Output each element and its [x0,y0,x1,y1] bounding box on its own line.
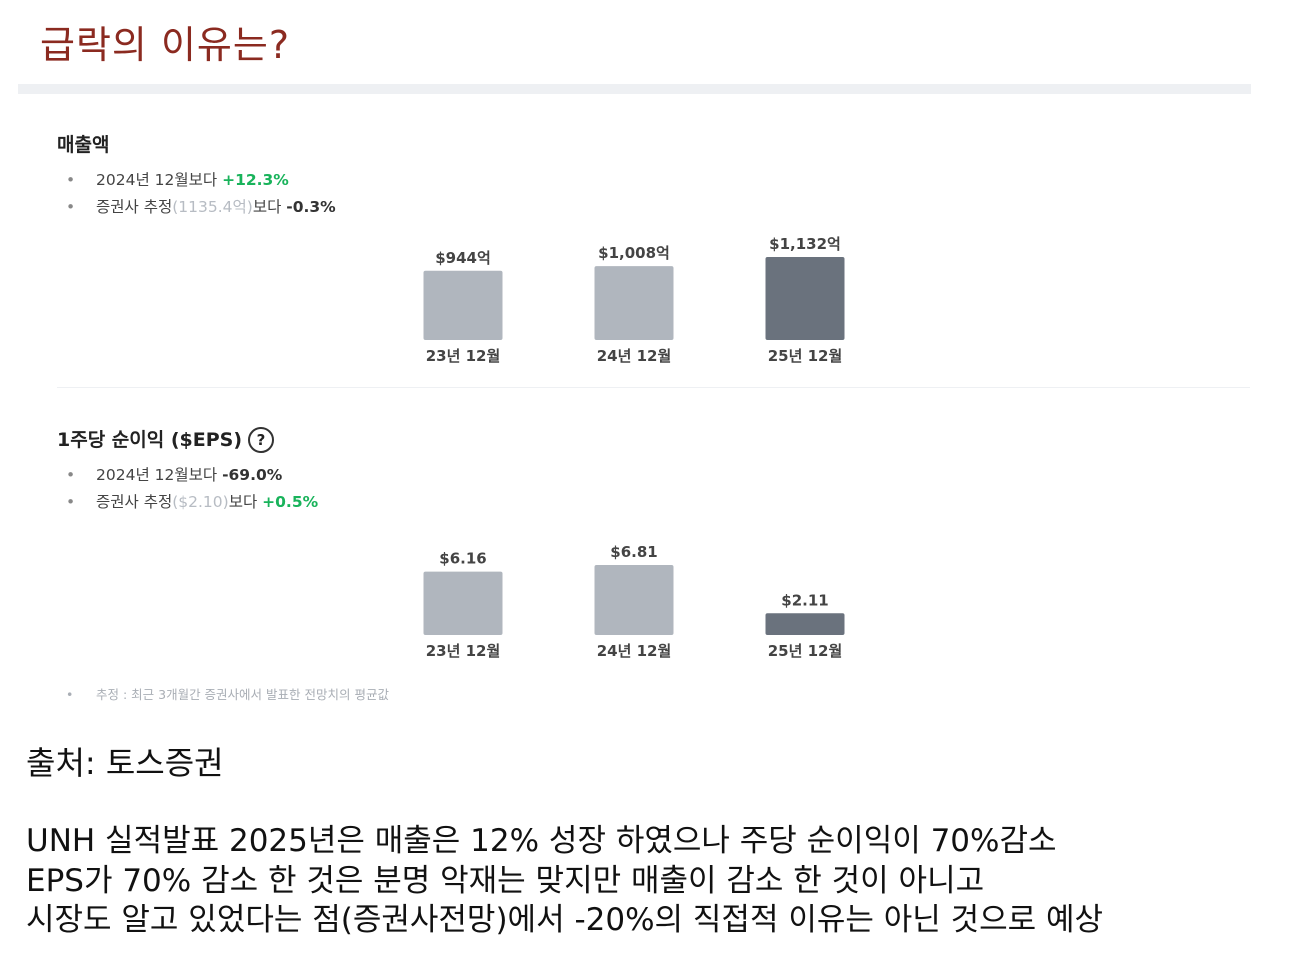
footnote-text: 추정 : 최근 3개월간 증권사에서 발표한 전망치의 평균값 [96,687,389,702]
bullet-prefix: 2024년 12월보다 [96,171,223,189]
eps-category-label-3: 25년 12월 [768,642,843,660]
revenue-bar-2 [594,266,674,340]
eps-bullet-yoy: • 2024년 12월보다 -69.0% [66,463,282,485]
estimate-footnote: • 추정 : 최근 3개월간 증권사에서 발표한 전망치의 평균값 [66,684,389,703]
eps-estimate-change: +0.5% [262,493,319,511]
eps-title-text: 1주당 순이익 ($EPS) [57,429,243,451]
revenue-bullet-yoy: • 2024년 12월보다 +12.3% [66,168,289,190]
bullet-suffix: 보다 [228,493,263,511]
eps-bar-3 [765,613,845,635]
revenue-section-title: 매출액 [57,134,110,156]
source-caption: 출처: 토스증권 [26,744,224,782]
revenue-value-label-1: $944억 [435,249,491,267]
eps-estimate-value: ($2.10) [172,493,229,511]
revenue-bar-3 [765,257,845,340]
bullet-prefix: 증권사 추정 [96,493,173,511]
bullet-prefix: 2024년 12월보다 [96,466,223,484]
revenue-category-label-2: 24년 12월 [597,347,672,365]
revenue-value-label-3: $1,132억 [769,235,841,253]
summary-line: EPS가 70% 감소 한 것은 분명 악재는 맞지만 매출이 감소 한 것이 … [26,862,985,899]
eps-bar-1 [423,571,503,635]
eps-value-label-3: $2.11 [781,591,828,609]
revenue-yoy-change: +12.3% [222,171,289,189]
revenue-estimate-change: -0.3% [286,198,336,216]
section-divider [57,387,1250,388]
revenue-estimate-value: (1135.4억) [172,198,253,216]
revenue-bullet-estimate: • 증권사 추정(1135.4억)보다 -0.3% [66,195,336,217]
bullet-dot: • [66,687,74,702]
title-divider [18,84,1251,94]
eps-value-label-2: $6.81 [610,543,657,561]
eps-category-label-1: 23년 12월 [426,642,501,660]
eps-yoy-change: -69.0% [222,466,283,484]
bullet-suffix: 보다 [252,198,287,216]
eps-category-label-2: 24년 12월 [597,642,672,660]
bullet-dot: • [66,466,76,484]
slide-title: 급락의 이유는? [40,23,291,67]
question-circle-icon[interactable]: ? [248,427,275,453]
eps-value-label-1: $6.16 [439,550,486,568]
eps-bullet-estimate: • 증권사 추정($2.10)보다 +0.5% [66,490,318,512]
revenue-category-label-1: 23년 12월 [426,347,501,365]
bullet-prefix: 증권사 추정 [96,198,173,216]
eps-bar-2 [594,565,674,635]
revenue-bar-1 [423,270,503,340]
revenue-value-label-2: $1,008억 [598,244,670,262]
bullet-dot: • [66,171,76,189]
bullet-dot: • [66,198,76,216]
revenue-category-label-3: 25년 12월 [768,347,843,365]
summary-text: UNH 실적발표 2025년은 매출은 12% 성장 하였으나 주당 순이익이 … [26,822,1103,941]
summary-line: UNH 실적발표 2025년은 매출은 12% 성장 하였으나 주당 순이익이 … [26,823,1057,859]
eps-section-title: 1주당 순이익 ($EPS)? [57,425,275,453]
summary-line: 시장도 알고 있었다는 점(증권사전망)에서 -20%의 직접적 이유는 아닌 … [26,902,1104,938]
bullet-dot: • [66,493,76,511]
